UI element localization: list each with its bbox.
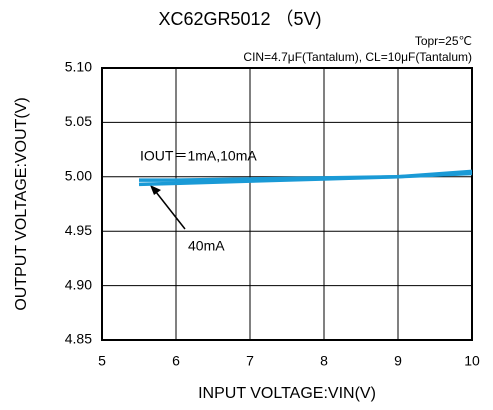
x-axis-label: INPUT VOLTAGE:VIN(V) [198, 385, 376, 402]
arrow [155, 191, 186, 230]
plot-border [101, 67, 473, 341]
series-line [138, 171, 473, 187]
y-tick-label: 5.00 [65, 168, 92, 184]
x-tick-label: 9 [394, 353, 402, 369]
series-label: IOUT＝1mA,10mA [140, 148, 257, 164]
x-tick-label: 6 [172, 353, 180, 369]
series-label: 40mA [188, 238, 225, 254]
chart-title: XC62GR5012 （5V) [158, 9, 321, 29]
arrow-head [150, 185, 161, 195]
y-tick-label: 5.10 [65, 59, 92, 75]
y-axis-label: OUTPUT VOLTAGE:VOUT(V) [13, 97, 30, 310]
x-tick-label: 5 [98, 353, 106, 369]
x-tick-label: 10 [464, 353, 480, 369]
y-tick-label: 4.90 [65, 276, 92, 292]
x-tick-label: 7 [246, 353, 254, 369]
y-tick-label: 4.95 [65, 222, 92, 238]
annotation: CIN=4.7μF(Tantalum), CL=10μF(Tantalum) [243, 50, 472, 64]
x-tick-label: 8 [320, 353, 328, 369]
y-tick-label: 4.85 [65, 331, 92, 347]
subtitle: Topr=25℃ [415, 34, 472, 48]
y-tick-label: 5.05 [65, 113, 92, 129]
